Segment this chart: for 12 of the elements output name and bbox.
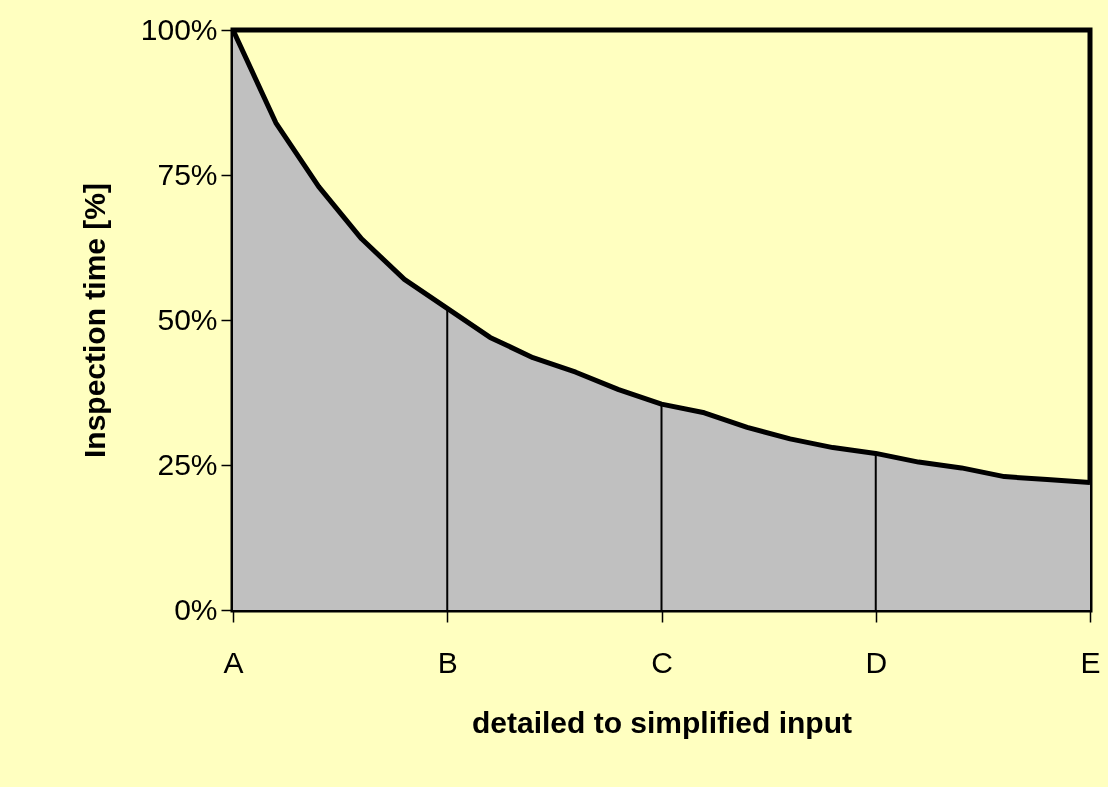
x-tick-label: B: [437, 645, 458, 679]
y-tick-label: 25%: [157, 447, 218, 481]
y-tick-label: 75%: [157, 157, 218, 191]
y-tick-label: 100%: [140, 12, 218, 46]
x-tick-label: E: [1080, 645, 1101, 679]
x-tick-label: C: [651, 645, 673, 679]
x-tick-label: D: [865, 645, 888, 679]
x-tick-label: A: [223, 645, 244, 679]
y-tick-label: 50%: [157, 302, 218, 336]
y-tick-label: 0%: [174, 592, 218, 626]
x-axis-title: detailed to simplified input: [471, 705, 853, 739]
y-axis-title: Inspection time [%]: [77, 182, 111, 459]
